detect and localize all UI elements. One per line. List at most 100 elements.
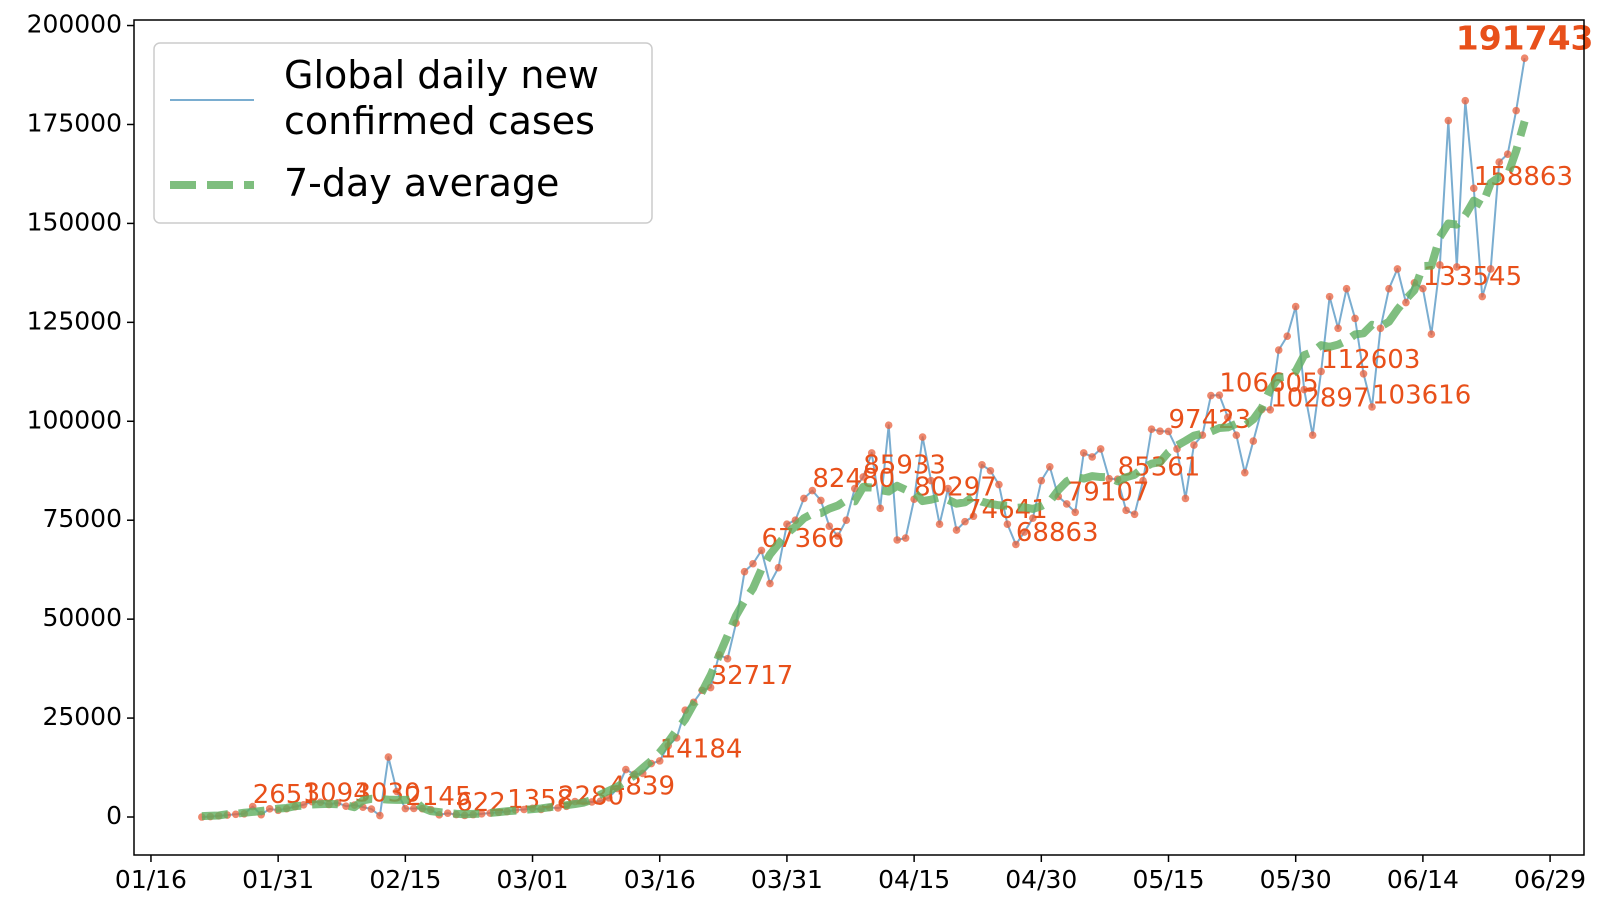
point xyxy=(1156,427,1164,435)
x-tick-label: 06/14 xyxy=(1387,865,1459,894)
point xyxy=(1393,265,1402,273)
legend-box xyxy=(153,42,653,224)
legend-label: Global daily new confirmed cases xyxy=(284,53,599,143)
point xyxy=(1427,330,1436,339)
data-label: 82480 xyxy=(812,464,895,494)
point xyxy=(817,496,825,505)
point xyxy=(1071,508,1080,517)
point xyxy=(1300,385,1308,394)
point xyxy=(554,804,562,812)
point xyxy=(410,804,418,813)
point xyxy=(1190,441,1198,449)
point xyxy=(876,504,884,513)
y-tick-label: 150000 xyxy=(27,207,122,236)
point xyxy=(740,567,749,576)
point xyxy=(1334,324,1342,333)
point xyxy=(935,520,944,528)
x-tick-label: 01/31 xyxy=(242,865,314,894)
point xyxy=(723,654,732,663)
point xyxy=(477,810,486,818)
data-label: 68863 xyxy=(1016,518,1099,548)
point xyxy=(376,811,384,820)
point xyxy=(265,805,274,813)
point xyxy=(1062,500,1071,508)
point xyxy=(1419,284,1427,293)
point xyxy=(1181,494,1190,503)
data-label: 112603 xyxy=(1321,345,1420,375)
point xyxy=(825,522,834,530)
point xyxy=(1503,150,1512,158)
x-tick-label: 01/16 xyxy=(115,865,187,894)
point xyxy=(995,480,1003,489)
x-tick-label: 05/15 xyxy=(1132,865,1204,894)
point xyxy=(1079,449,1088,457)
point xyxy=(596,797,605,805)
point xyxy=(1224,413,1232,422)
point xyxy=(1308,431,1317,439)
point xyxy=(1241,468,1249,477)
x-tick-label: 03/01 xyxy=(497,865,569,894)
point xyxy=(231,810,240,819)
point xyxy=(1139,476,1147,485)
point xyxy=(1325,292,1334,301)
point xyxy=(1020,528,1029,536)
y-tick-label: 100000 xyxy=(27,405,122,434)
point xyxy=(1351,314,1359,323)
x-tick-label: 03/16 xyxy=(624,865,696,894)
point xyxy=(1368,403,1376,411)
point xyxy=(1461,96,1470,105)
point xyxy=(1453,263,1461,271)
point xyxy=(299,800,308,809)
point xyxy=(944,484,952,493)
point xyxy=(1037,476,1046,485)
point xyxy=(1164,427,1173,436)
point xyxy=(1003,520,1012,528)
point xyxy=(384,753,393,761)
point xyxy=(1342,284,1351,293)
point xyxy=(867,449,876,457)
point xyxy=(884,421,893,430)
point xyxy=(1012,540,1020,549)
point xyxy=(622,765,630,774)
y-tick-label: 0 xyxy=(106,801,122,830)
point xyxy=(1359,369,1368,378)
plot-frame xyxy=(133,19,1585,856)
point xyxy=(1122,506,1130,515)
legend-label: 7-day average xyxy=(284,161,559,205)
point xyxy=(1249,437,1258,445)
point xyxy=(808,486,817,495)
point xyxy=(1105,474,1113,483)
y-tick-label: 25000 xyxy=(42,702,122,731)
point xyxy=(757,546,766,555)
data-label: 79107 xyxy=(1067,477,1150,507)
y-tick-label: 125000 xyxy=(27,306,122,335)
point xyxy=(1045,462,1054,471)
point xyxy=(783,520,791,528)
data-label: 103616 xyxy=(1372,380,1471,410)
point xyxy=(1376,324,1385,333)
point xyxy=(1317,367,1325,376)
point xyxy=(969,512,978,521)
point xyxy=(443,809,452,818)
point xyxy=(834,532,842,540)
point xyxy=(393,787,401,796)
point xyxy=(1444,116,1453,125)
point xyxy=(1130,510,1139,519)
point xyxy=(401,804,410,813)
point xyxy=(1469,184,1478,193)
point xyxy=(859,473,868,481)
average-line xyxy=(201,120,1529,821)
x-tick-label: 03/31 xyxy=(751,865,823,894)
data-label: 133545 xyxy=(1423,262,1522,292)
point xyxy=(520,805,528,814)
point xyxy=(927,476,935,485)
point xyxy=(1486,265,1495,273)
y-tick-label: 50000 xyxy=(42,603,122,632)
point xyxy=(1096,445,1105,453)
point xyxy=(978,461,986,469)
point xyxy=(893,536,901,544)
point xyxy=(1088,453,1096,461)
y-tick-label: 75000 xyxy=(42,504,122,533)
data-label: 102897 xyxy=(1270,383,1369,413)
